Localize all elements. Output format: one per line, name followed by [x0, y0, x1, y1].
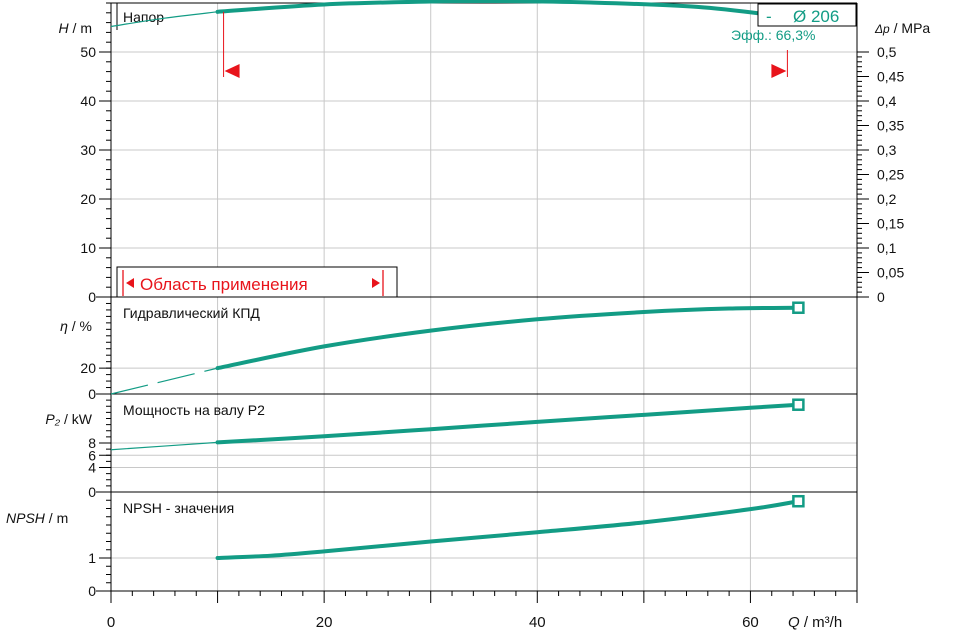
x-tick-label: 60	[742, 614, 759, 631]
y-tick-label: 0	[88, 289, 96, 305]
x-tick-label: 0	[107, 614, 115, 631]
y-tick-label: 30	[80, 142, 96, 158]
x-tick-label: 40	[529, 614, 546, 631]
y-tick-label: 50	[80, 44, 96, 60]
x-axis-label: Q / m³/h	[788, 614, 842, 631]
application-range-box	[116, 266, 398, 298]
efficiency-label: Эфф.: 66,3%	[731, 27, 815, 43]
y-tick-label: 20	[80, 360, 96, 376]
performance-curve	[215, 0, 801, 21]
range-box-right-arrow	[372, 278, 380, 288]
diameter-prefix: -	[766, 7, 772, 26]
right-tick-label: 0,4	[877, 93, 897, 109]
panel-title: Напор	[123, 9, 164, 25]
performance-curve	[215, 499, 801, 560]
curve-extension	[110, 367, 218, 395]
range-start-arrow	[224, 64, 240, 78]
range-end-arrow	[771, 64, 787, 78]
y-tick-label: 0	[88, 386, 96, 402]
right-tick-label: 0,2	[877, 191, 897, 207]
right-tick-label: 0,25	[877, 167, 904, 183]
right-tick-label: 0,45	[877, 69, 904, 85]
right-tick-label: 0,35	[877, 118, 904, 134]
y-tick-label: 4	[88, 460, 96, 476]
y-axis-label: P₂ / kW	[45, 411, 92, 427]
curve-extension	[110, 441, 218, 451]
y-axis-label: H / m	[59, 20, 92, 36]
range-box-left-arrow	[126, 278, 134, 288]
performance-curve	[215, 402, 801, 445]
y-tick-label: 0	[88, 484, 96, 500]
operating-point-marker	[792, 301, 805, 314]
y-axis-label: NPSH / m	[6, 510, 68, 526]
diameter-box	[757, 3, 857, 27]
y-axis-label: η / %	[60, 318, 92, 334]
panel-title: NPSH - значения	[123, 500, 234, 516]
right-tick-label: 0,15	[877, 216, 904, 232]
y-tick-label: 10	[80, 240, 96, 256]
right-tick-label: 0,3	[877, 142, 897, 158]
right-tick-label: 0,5	[877, 44, 897, 60]
right-tick-label: 0,1	[877, 240, 897, 256]
curve-extension	[110, 11, 218, 28]
diameter-label: Ø 206	[793, 7, 839, 26]
y-tick-label: 6	[88, 447, 96, 463]
panel-title: Мощность на валу P2	[123, 402, 265, 418]
performance-curve	[215, 305, 801, 371]
operating-point-marker	[792, 494, 805, 508]
operating-point-marker	[792, 398, 805, 411]
y-tick-label: 20	[80, 191, 96, 207]
right-axis-label: Δp / MPa	[874, 20, 930, 36]
x-tick-label: 20	[316, 614, 333, 631]
right-tick-label: 0,05	[877, 265, 904, 281]
right-tick-label: 0	[877, 289, 885, 305]
y-tick-label: 0	[88, 583, 96, 599]
y-tick-label: 40	[80, 93, 96, 109]
panel-title: Гидравлический КПД	[123, 305, 260, 321]
y-tick-label: 1	[88, 550, 96, 566]
application-range-label: Область применения	[140, 275, 308, 294]
y-tick-label: 8	[88, 435, 96, 451]
